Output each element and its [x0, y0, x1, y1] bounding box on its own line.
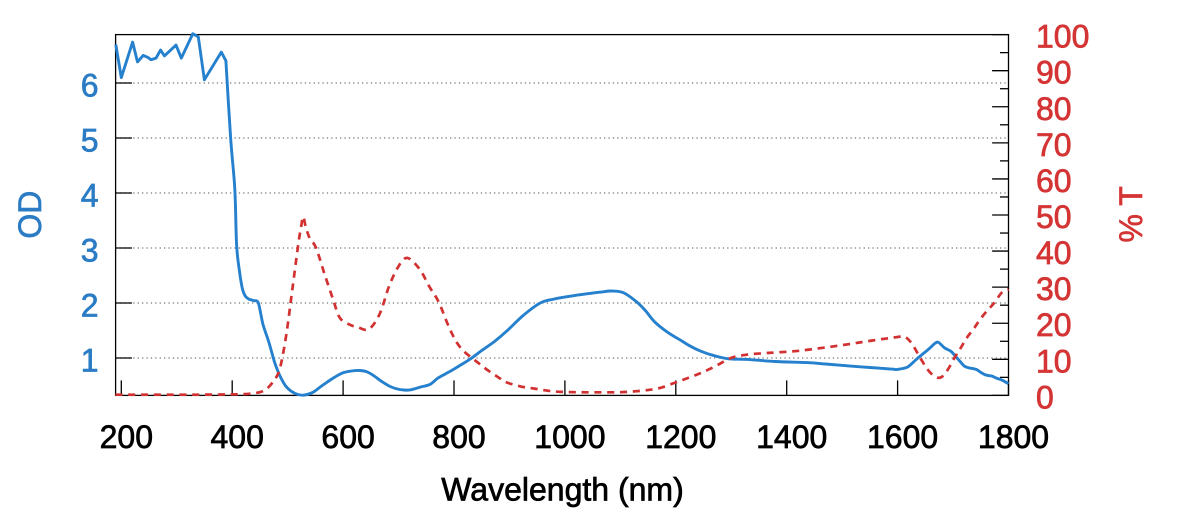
svg-text:90: 90 [1036, 55, 1072, 91]
svg-text:50: 50 [1036, 199, 1072, 235]
svg-text:5: 5 [81, 123, 99, 159]
svg-text:600: 600 [321, 419, 374, 455]
svg-text:1800: 1800 [978, 419, 1049, 455]
svg-text:40: 40 [1036, 235, 1072, 271]
svg-text:Wavelength (nm): Wavelength (nm) [441, 472, 683, 508]
svg-text:1000: 1000 [534, 419, 605, 455]
svg-text:3: 3 [81, 233, 99, 269]
svg-text:1: 1 [81, 343, 99, 379]
svg-text:10: 10 [1036, 343, 1072, 379]
svg-text:6: 6 [81, 68, 99, 104]
svg-text:4: 4 [81, 178, 99, 214]
svg-text:OD: OD [12, 191, 48, 239]
svg-text:1400: 1400 [756, 419, 827, 455]
svg-text:1600: 1600 [867, 419, 938, 455]
svg-text:70: 70 [1036, 127, 1072, 163]
svg-text:80: 80 [1036, 91, 1072, 127]
svg-text:1200: 1200 [645, 419, 716, 455]
svg-text:0: 0 [1036, 379, 1054, 415]
svg-text:200: 200 [100, 419, 153, 455]
svg-text:2: 2 [81, 288, 99, 324]
svg-text:20: 20 [1036, 307, 1072, 343]
svg-text:400: 400 [211, 419, 264, 455]
svg-text:60: 60 [1036, 163, 1072, 199]
svg-text:100: 100 [1036, 19, 1089, 55]
svg-text:30: 30 [1036, 271, 1072, 307]
svg-text:% T: % T [1113, 186, 1149, 242]
svg-text:800: 800 [432, 419, 485, 455]
